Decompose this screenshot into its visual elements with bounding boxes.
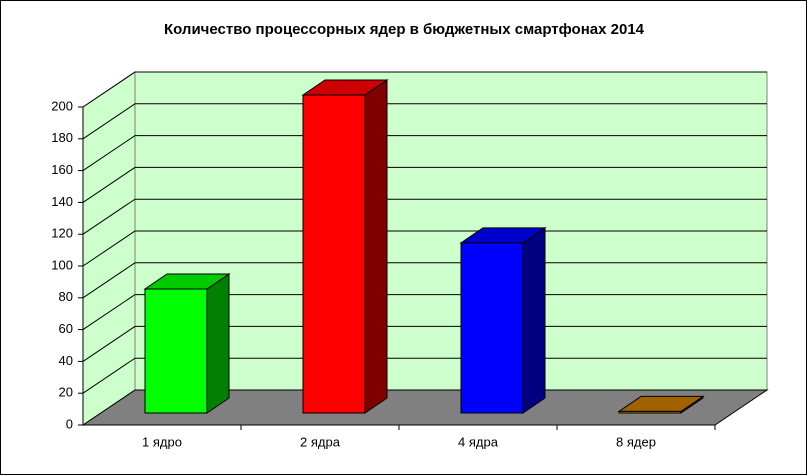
grid-line <box>82 103 767 140</box>
bar-front <box>144 288 208 414</box>
bar-side <box>364 79 388 414</box>
y-tick-label: 20 <box>59 385 73 400</box>
bar-side <box>522 226 546 414</box>
y-tick-label: 40 <box>59 353 73 368</box>
y-tick-label: 0 <box>66 416 73 431</box>
y-tick-label: 160 <box>51 162 73 177</box>
x-tick-label: 8 ядер <box>616 434 656 449</box>
grid-line <box>82 71 767 108</box>
grid-line <box>82 198 767 235</box>
y-tick-label: 200 <box>51 98 73 113</box>
grid-line <box>82 230 767 267</box>
x-tick-label: 4 ядра <box>458 434 499 449</box>
y-tick-label: 180 <box>51 130 73 145</box>
x-tick-label: 2 ядра <box>300 434 341 449</box>
chart-title: Количество процессорных ядер в бюджетных… <box>164 21 645 38</box>
bar-front <box>460 242 524 414</box>
grid-line <box>82 262 767 299</box>
bar-front <box>618 410 682 414</box>
grid-line <box>82 357 767 394</box>
grid-line <box>82 166 767 203</box>
y-tick-label: 140 <box>51 194 73 209</box>
y-tick-label: 60 <box>59 321 73 336</box>
grid-line <box>82 135 767 172</box>
x-tick-label: 1 ядро <box>142 434 182 449</box>
grid-line <box>82 325 767 362</box>
y-tick-label: 100 <box>51 257 73 272</box>
bar-front <box>302 94 366 414</box>
y-tick-label: 120 <box>51 226 73 241</box>
grid-line <box>82 294 767 331</box>
y-tick-label: 80 <box>59 289 73 304</box>
bar-side <box>206 273 230 414</box>
